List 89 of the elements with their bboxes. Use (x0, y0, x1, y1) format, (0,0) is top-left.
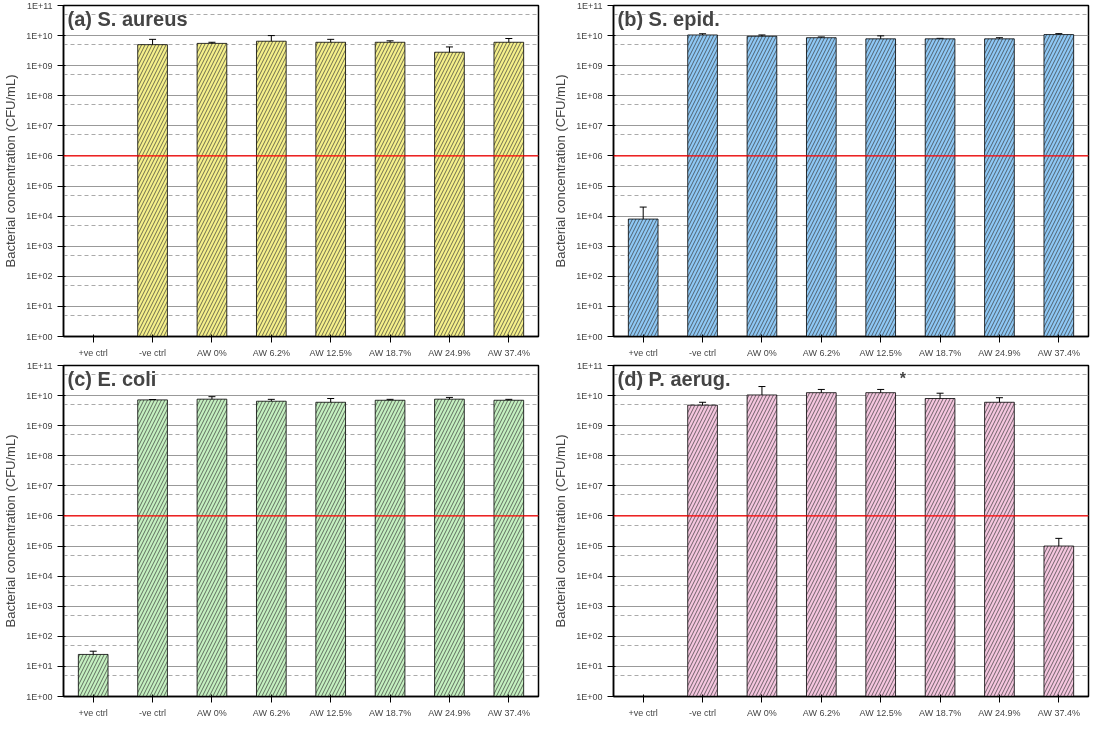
y-tick-label: 1E+08 (26, 450, 53, 461)
x-tick-label: AW 24.9% (978, 707, 1021, 718)
y-tick-label: 1E+03 (26, 241, 53, 252)
y-axis-title: Bacterial concentration (CFU/mL) (553, 434, 569, 628)
y-tick-label: 1E+01 (576, 301, 603, 312)
y-tick-label: 1E+05 (576, 181, 603, 192)
y-tick-label: 1E+09 (576, 60, 603, 71)
y-tick-label: 1E+00 (576, 331, 603, 342)
y-tick-label: 1E+00 (576, 691, 603, 702)
x-tick-label: -ve ctrl (139, 707, 167, 718)
y-tick-label: 1E+04 (26, 211, 53, 222)
y-tick-label: 1E+11 (576, 0, 603, 11)
y-tick-label: 1E+00 (26, 331, 53, 342)
x-tick-label: -ve ctrl (689, 707, 717, 718)
x-tick-label: AW 12.5% (859, 347, 902, 358)
x-tick-label: AW 0% (197, 347, 227, 358)
y-tick-label: 1E+07 (576, 480, 603, 491)
x-tick-label: AW 6.2% (252, 707, 290, 718)
x-tick-label: -ve ctrl (689, 347, 717, 358)
x-tick-label: AW 0% (747, 347, 777, 358)
x-tick-label: AW 18.7% (918, 347, 962, 358)
y-tick-label: 1E+06 (26, 150, 53, 161)
chart-title: (d) P. aerug. (617, 367, 731, 390)
x-tick-label: AW 24.9% (428, 707, 471, 718)
x-tick-label: AW 12.5% (309, 707, 352, 718)
y-tick-label: 1E+09 (26, 420, 53, 431)
x-tick-label: +ve ctrl (78, 347, 108, 358)
y-axis-title: Bacterial concentration (CFU/mL) (3, 74, 19, 268)
y-tick-label: 1E+07 (26, 480, 53, 491)
y-tick-label: 1E+06 (576, 150, 603, 161)
y-tick-label: 1E+11 (576, 360, 603, 371)
chart-title: (b) S. epid. (617, 7, 720, 30)
y-tick-label: 1E+05 (26, 181, 53, 192)
y-tick-label: 1E+09 (26, 60, 53, 71)
y-tick-label: 1E+03 (576, 241, 603, 252)
y-axis-title: Bacterial concentration (CFU/mL) (553, 74, 569, 268)
y-tick-label: 1E+02 (26, 631, 53, 642)
y-tick-label: 1E+02 (26, 271, 53, 282)
y-axis-title: Bacterial concentration (CFU/mL) (3, 434, 19, 628)
y-tick-label: 1E+08 (26, 90, 53, 101)
x-tick-label: AW 12.5% (309, 347, 352, 358)
x-tick-label: AW 24.9% (428, 347, 471, 358)
y-tick-label: 1E+05 (576, 541, 603, 552)
y-tick-label: 1E+04 (26, 571, 53, 582)
y-tick-label: 1E+03 (576, 601, 603, 612)
y-tick-label: 1E+09 (576, 420, 603, 431)
y-tick-label: 1E+01 (576, 661, 603, 672)
x-tick-label: -ve ctrl (139, 347, 167, 358)
y-tick-label: 1E+03 (26, 601, 53, 612)
x-tick-label: AW 6.2% (802, 707, 840, 718)
y-tick-label: 1E+10 (576, 390, 603, 401)
x-tick-label: AW 0% (197, 707, 227, 718)
x-tick-label: +ve ctrl (78, 707, 108, 718)
x-tick-label: AW 6.2% (252, 347, 290, 358)
y-tick-label: 1E+00 (26, 691, 53, 702)
y-tick-label: 1E+07 (26, 120, 53, 131)
x-tick-label: AW 24.9% (978, 347, 1021, 358)
x-tick-label: AW 6.2% (802, 347, 840, 358)
x-tick-label: +ve ctrl (628, 347, 658, 358)
x-tick-label: AW 18.7% (368, 707, 412, 718)
y-tick-label: 1E+11 (26, 360, 53, 371)
y-tick-label: 1E+04 (576, 571, 603, 582)
y-tick-label: 1E+02 (576, 631, 603, 642)
y-tick-label: 1E+06 (576, 510, 603, 521)
y-tick-label: 1E+01 (26, 661, 53, 672)
chart-title: (a) S. aureus (67, 7, 188, 30)
x-tick-label: +ve ctrl (628, 707, 658, 718)
y-tick-label: 1E+01 (26, 301, 53, 312)
annotation: * (899, 369, 907, 387)
y-tick-label: 1E+07 (576, 120, 603, 131)
y-tick-label: 1E+10 (26, 390, 53, 401)
y-tick-label: 1E+08 (576, 90, 603, 101)
y-tick-label: 1E+11 (26, 0, 53, 11)
x-tick-label: AW 18.7% (918, 707, 962, 718)
y-tick-label: 1E+08 (576, 450, 603, 461)
x-tick-label: AW 12.5% (859, 707, 902, 718)
y-tick-label: 1E+10 (576, 30, 603, 41)
y-tick-label: 1E+02 (576, 271, 603, 282)
x-tick-label: AW 0% (747, 707, 777, 718)
x-tick-label: AW 37.4% (487, 707, 530, 718)
chart-title: (c) E. coli (67, 367, 157, 390)
x-tick-label: AW 37.4% (1037, 347, 1080, 358)
y-tick-label: 1E+04 (576, 211, 603, 222)
y-tick-label: 1E+05 (26, 541, 53, 552)
y-tick-label: 1E+10 (26, 30, 53, 41)
x-tick-label: AW 37.4% (1037, 707, 1080, 718)
y-tick-label: 1E+06 (26, 510, 53, 521)
x-tick-label: AW 37.4% (487, 347, 530, 358)
x-tick-label: AW 18.7% (368, 347, 412, 358)
